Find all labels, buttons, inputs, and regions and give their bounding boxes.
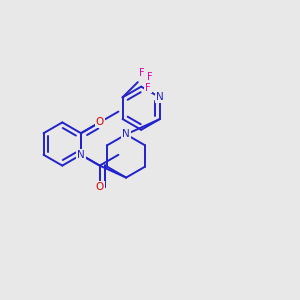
Text: N: N <box>122 129 130 140</box>
Text: N: N <box>156 92 164 102</box>
Text: N: N <box>96 117 104 128</box>
Text: N: N <box>77 150 85 160</box>
Text: O: O <box>96 182 104 192</box>
Text: F: F <box>147 72 153 82</box>
Text: F: F <box>145 82 151 92</box>
Text: F: F <box>140 68 145 77</box>
Text: O: O <box>96 117 104 128</box>
